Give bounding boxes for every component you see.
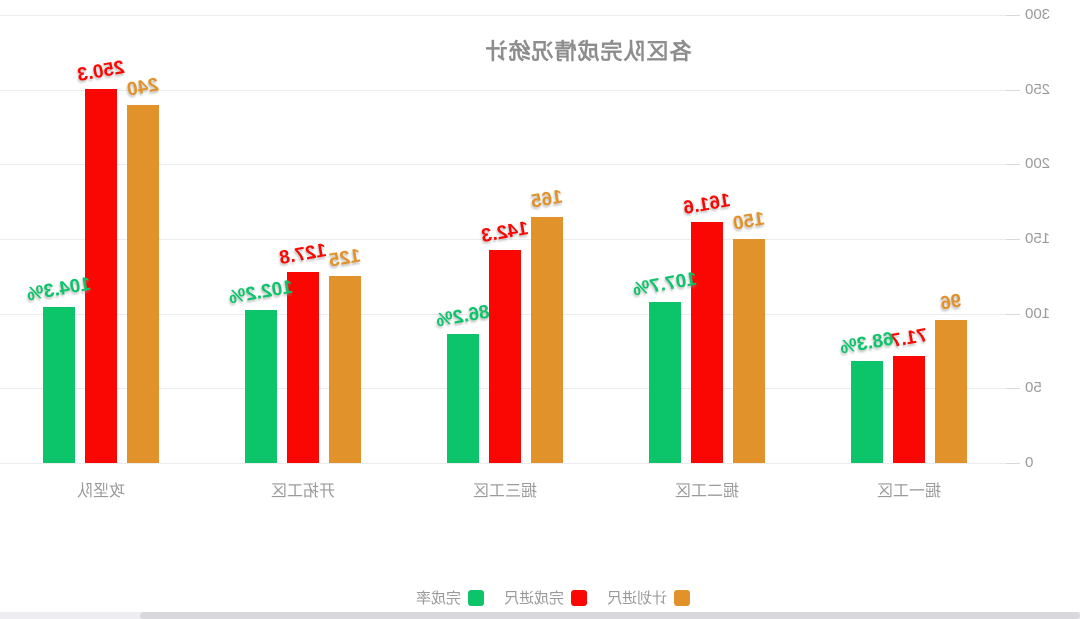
y-axis-tick <box>1006 15 1020 16</box>
bar[interactable] <box>691 221 723 463</box>
bar[interactable] <box>531 216 563 463</box>
y-axis-tick <box>1006 463 1020 464</box>
chart-title: 各区队完成情况统计 <box>484 39 692 64</box>
horizontal-scrollbar-thumb[interactable] <box>140 612 1080 619</box>
bar-value-label: 96 <box>938 289 964 315</box>
bar[interactable] <box>245 310 277 463</box>
y-axis-tick <box>1006 89 1020 91</box>
legend-item[interactable]: 完成率 <box>416 587 484 608</box>
legend-item[interactable]: 完成进尺 <box>503 587 588 608</box>
y-axis-label: 250 <box>1025 80 1051 98</box>
legend-label: 计划进尺 <box>607 590 668 607</box>
bar[interactable] <box>287 272 319 463</box>
y-axis-tick <box>1006 239 1020 240</box>
grid-line <box>0 463 1010 464</box>
y-axis-label: 150 <box>1025 230 1051 247</box>
bar[interactable] <box>329 276 361 463</box>
legend-label: 完成进尺 <box>503 590 565 607</box>
legend-label: 完成率 <box>415 590 461 607</box>
y-axis-tick <box>1006 388 1020 390</box>
bar[interactable] <box>649 302 681 463</box>
grid-line <box>0 15 1010 16</box>
category-label: 掘三工区 <box>473 483 538 500</box>
bar[interactable] <box>893 355 925 463</box>
bar[interactable] <box>447 334 479 463</box>
y-axis-label: 0 <box>1025 454 1034 471</box>
category-label: 掘二工区 <box>675 483 740 500</box>
bar[interactable] <box>43 307 75 463</box>
legend-item[interactable]: 计划进尺 <box>607 587 691 608</box>
y-axis-label: 200 <box>1025 155 1051 173</box>
y-axis-label: 100 <box>1025 304 1051 322</box>
category-label: 攻坚队 <box>77 483 126 500</box>
y-axis-tick <box>1006 164 1020 166</box>
y-axis-label: 50 <box>1025 379 1042 397</box>
legend-swatch-icon <box>467 589 484 606</box>
bar[interactable] <box>733 239 765 463</box>
bar[interactable] <box>851 361 883 463</box>
legend-swatch-icon <box>571 589 588 606</box>
category-label: 掘一工区 <box>877 483 942 500</box>
bar[interactable] <box>127 104 159 463</box>
category-label: 开拓工区 <box>271 483 336 500</box>
y-axis-tick <box>1006 313 1020 315</box>
horizontal-scrollbar-track[interactable] <box>0 612 1080 619</box>
legend: 计划进尺 完成进尺 完成率 <box>416 587 691 608</box>
y-axis-label: 300 <box>1025 6 1051 23</box>
bar[interactable] <box>489 250 521 463</box>
legend-swatch-icon <box>674 589 691 606</box>
